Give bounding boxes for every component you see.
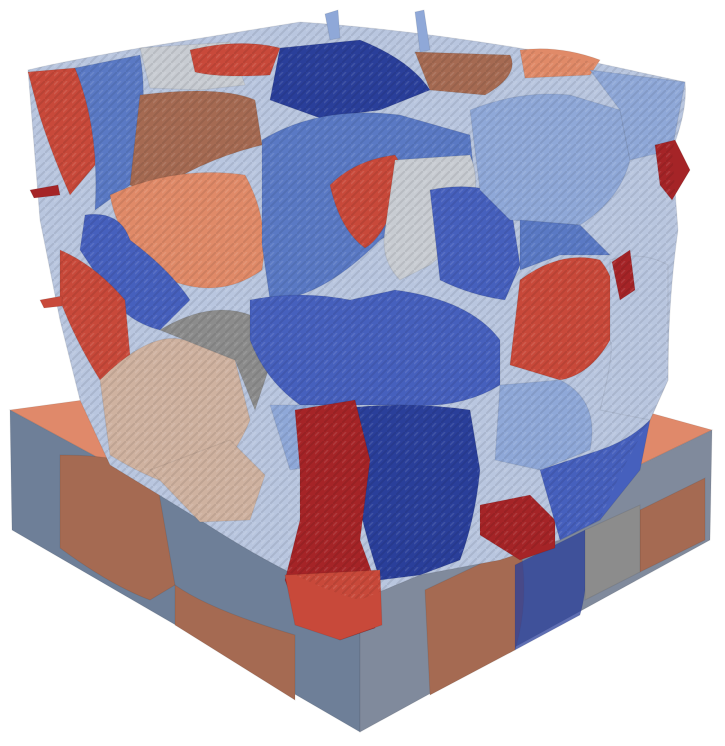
spike-top-right: [414, 9, 431, 53]
grain-aggregate: [27, 9, 691, 641]
voxel-texture-overlay: [28, 22, 686, 600]
spike-left: [29, 184, 61, 199]
spike-top-center: [324, 9, 341, 41]
slab-grain-brown-mid: [174, 584, 296, 701]
spike-left-low: [39, 295, 63, 309]
slab-grain-brown-left: [59, 454, 176, 601]
slab-grain-gray-right: [584, 504, 641, 601]
